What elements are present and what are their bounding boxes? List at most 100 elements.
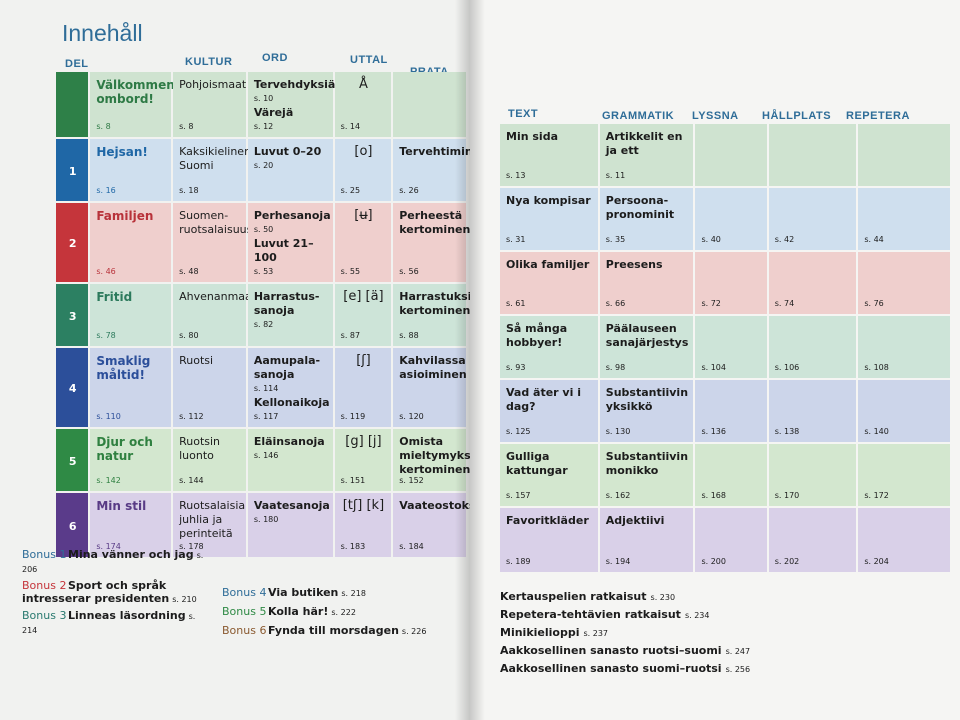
lyssna-page: s. 104 (701, 363, 726, 372)
lyssna-cell: s. 40 (695, 188, 767, 250)
bonus-page: s. 214 (22, 612, 196, 635)
hallplats-cell: s. 202 (768, 508, 857, 572)
repetera-cell: s. 108 (858, 316, 950, 378)
appendix-title: Kertauspelien ratkaisut (500, 590, 647, 603)
text-cell: Nya kompisar s. 31 (500, 188, 598, 250)
text-cell-page: s. 13 (506, 171, 526, 180)
bonus-item: Bonus 5 Kolla här! s. 222 (222, 605, 452, 619)
col-ord: ORD (262, 52, 288, 64)
uttal-cell-label: [o] (354, 144, 373, 159)
bonus-page: s. 218 (341, 589, 366, 598)
ord-cell-label: Vaatesanoja (253, 499, 330, 512)
kultur-cell-page: s. 48 (179, 267, 199, 276)
text-cell: Så många hobbyer! s. 93 (500, 316, 598, 378)
uttal-cell: [g] [j] s. 151 (334, 429, 392, 491)
unit-title-label: Välkommen ombord! (96, 78, 175, 106)
appendix-page: s. 234 (684, 611, 710, 620)
unit-title-page: s. 16 (96, 186, 116, 195)
bonus-title: Via butiken (268, 586, 339, 599)
ord-cell: Vaatesanoja s. 180 (247, 493, 333, 557)
kultur-cell: Suomen-ruotsalaisuus s. 48 (173, 203, 252, 282)
bonus-title: Linneas läsordning (68, 609, 186, 622)
text-cell-label: Favoritkläder (506, 514, 589, 527)
grammatik-cell-label: Substantiivin yksikkö (605, 386, 689, 413)
prata-cell-page: s. 120 (399, 412, 424, 421)
uttal-cell-label: [tʃ] [k] (342, 498, 385, 513)
ord-cell-page-2: s. 117 (253, 412, 279, 421)
lyssna-cell: s. 136 (695, 380, 767, 442)
unit-title-page: s. 174 (96, 542, 121, 551)
text-cell-page: s. 31 (506, 235, 526, 244)
bonus-page: s. 206 (22, 551, 204, 574)
grammatik-cell: Adjektiivi s. 194 (599, 508, 694, 572)
unit-row-left: 6 Min stil s. 174 Ruotsalaisia juhlia ja pe… (56, 493, 470, 557)
ord-cell-label: Perhesanoja (253, 209, 331, 222)
unit-title-label: Hejsan! (96, 145, 148, 159)
grammatik-cell-page: s. 11 (605, 171, 626, 180)
col-hallplats: HÅLLPLATS (762, 110, 832, 122)
appendix-list: Kertauspelien ratkaisut s. 230 Repetera-te… (500, 588, 750, 678)
grammatik-cell-page: s. 130 (605, 427, 631, 436)
unit-row-right: Nya kompisar s. 31 Persoona-pronominit s. 3… (500, 188, 950, 250)
ord-cell-page-2: s. 53 (253, 267, 274, 276)
col-uttal: UTTAL (350, 54, 388, 66)
kultur-cell-label: Ahvenanmaa (179, 290, 252, 303)
prata-cell-page: s. 88 (399, 331, 419, 340)
unit-row-left: Välkommen ombord! s. 8 Pohjoismaat s. 8 Terv… (56, 72, 466, 137)
grammatik-cell-label: Preesens (605, 258, 663, 271)
appendix-item: Aakkosellinen sanasto ruotsi–suomi s. 247 (500, 642, 750, 660)
prata-cell-label: Perheestä kertominen (399, 209, 470, 236)
appendix-title: Aakkosellinen sanasto ruotsi–suomi (500, 644, 722, 657)
hallplats-page: s. 138 (774, 427, 800, 436)
unit-number (56, 72, 89, 137)
text-cell-label: Nya kompisar (506, 194, 591, 207)
unit-number: 6 (56, 493, 89, 557)
appendix-title: Minikielioppi (500, 626, 580, 639)
book-spine (455, 0, 485, 720)
unit-row-right: Gulliga kattungar s. 157 Substantiivin mon… (500, 444, 950, 506)
grammatik-cell-page: s. 35 (605, 235, 626, 244)
ord-cell-page: s. 10 (253, 94, 274, 103)
prata-cell-page: s. 56 (399, 267, 419, 276)
grammatik-cell-page: s. 162 (605, 491, 631, 500)
unit-row-left: 3 Fritid s. 78 Ahvenanmaa s. 80 Harrastus-san… (56, 284, 470, 346)
unit-row-right: Min sida s. 13 Artikkelit en ja ett s. 11 (500, 124, 950, 186)
kultur-cell-label: Ruotsin luonto (179, 435, 221, 462)
prata-cell: Tervehtiminen s. 26 (393, 139, 470, 201)
appendix-item: Kertauspelien ratkaisut s. 230 (500, 588, 750, 606)
ord-cell-label-2: Kellonaikoja (253, 396, 330, 409)
repetera-cell: s. 140 (858, 380, 950, 442)
appendix-title: Aakkosellinen sanasto suomi–ruotsi (500, 662, 722, 675)
bonus-page: s. 226 (401, 627, 427, 636)
text-cell: Vad äter vi i dag? s. 125 (500, 380, 598, 442)
ord-cell-page-2: s. 12 (253, 122, 274, 131)
lyssna-cell: s. 168 (695, 444, 767, 506)
hallplats-page: s. 106 (774, 363, 800, 372)
appendix-page: s. 247 (725, 647, 751, 656)
grammatik-cell-label: Adjektiivi (605, 514, 665, 527)
uttal-cell-page: s. 87 (340, 331, 361, 340)
unit-row-left: 1 Hejsan! s. 16 Kaksikielinen Suomi s. 18 Luv… (56, 139, 470, 201)
bonus-item: Bonus 6 Fynda till morsdagen s. 226 (222, 624, 452, 638)
uttal-cell: [ʃ] s. 119 (334, 348, 392, 427)
bonus-item: Bonus 4 Via butiken s. 218 (222, 586, 452, 600)
ord-cell: Luvut 0–20 s. 20 (247, 139, 333, 201)
kultur-cell-page: s. 8 (179, 122, 194, 131)
col-lyssna: LYSSNA (692, 110, 739, 122)
unit-title-label: Smaklig måltid! (96, 354, 151, 382)
text-cell-page: s. 93 (506, 363, 526, 372)
grammatik-cell: Substantiivin monikko s. 162 (599, 444, 694, 506)
grammatik-cell-label: Persoona-pronominit (605, 194, 675, 221)
text-cell: Olika familjer s. 61 (500, 252, 598, 314)
kultur-cell-page: s. 18 (179, 186, 199, 195)
lyssna-page: s. 136 (701, 427, 726, 436)
kultur-cell-label: Pohjoismaat (179, 78, 247, 91)
uttal-cell-label: [e] [ä] (343, 289, 384, 304)
text-cell-page: s. 125 (506, 427, 531, 436)
ord-cell-label: Tervehdyksiä (253, 78, 336, 91)
grammatik-cell: Persoona-pronominit s. 35 (599, 188, 694, 250)
ord-cell-page: s. 20 (253, 161, 274, 170)
prata-cell-page: s. 26 (399, 186, 419, 195)
unit-title: Fritid s. 78 (90, 284, 172, 346)
appendix-title: Repetera-tehtävien ratkaisut (500, 608, 681, 621)
